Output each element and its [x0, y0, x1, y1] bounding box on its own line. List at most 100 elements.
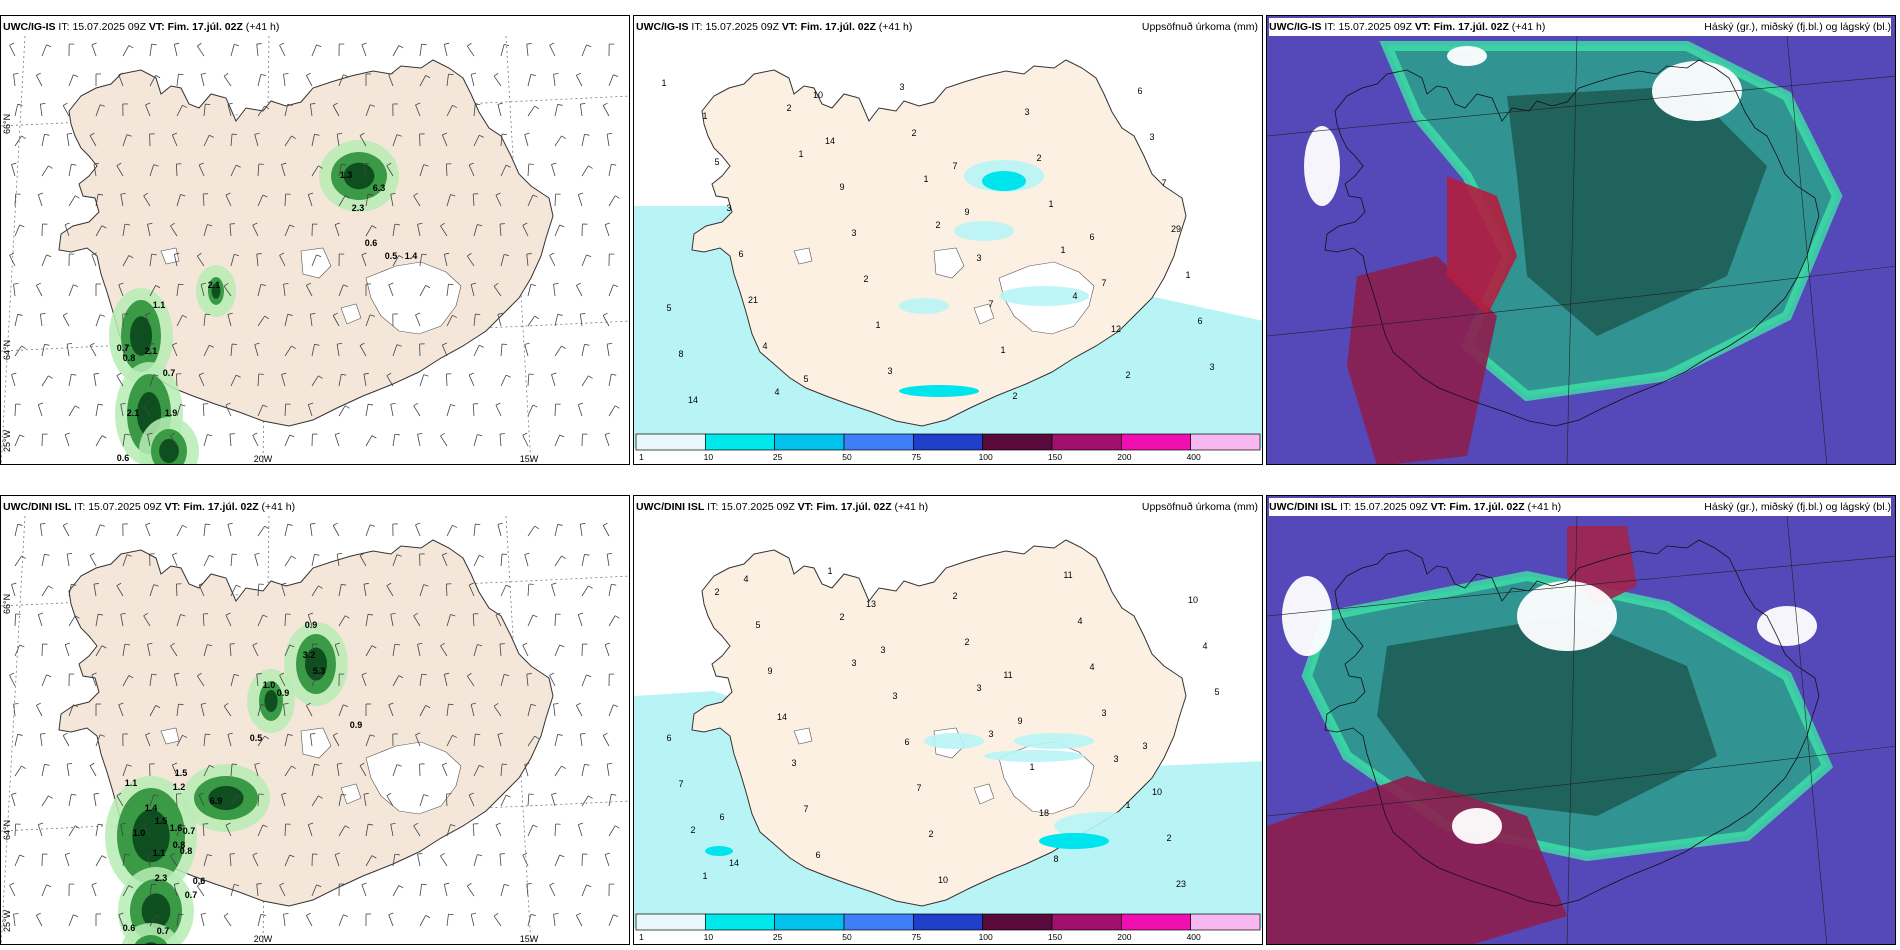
precip-value-label: 0.8 — [180, 846, 193, 856]
init-time: 15.07.2025 09Z — [1338, 21, 1412, 33]
wind-barb-feather — [394, 643, 400, 646]
wind-barb-feather — [413, 822, 419, 827]
wind-barb-feather — [201, 702, 207, 705]
row1-cloud-panel[interactable]: UWC/IG-IS IT: 15.07.2025 09Z VT: Fim. 17… — [1266, 15, 1896, 465]
icecap — [340, 303, 362, 325]
wind-barb — [390, 824, 394, 837]
wind-barb — [202, 404, 205, 417]
wind-barb — [14, 434, 21, 447]
wind-barb — [284, 765, 292, 777]
wind-barb-feather — [91, 882, 97, 886]
wind-barb-feather — [584, 553, 590, 556]
wind-barb — [392, 675, 400, 687]
wind-barb — [14, 823, 17, 837]
wind-barb — [602, 315, 610, 327]
wind-barb — [145, 524, 151, 537]
wind-barb — [365, 404, 369, 417]
precip-spot — [899, 298, 949, 314]
accum-value-label: 3 — [1142, 741, 1147, 751]
wind-barb-feather — [155, 705, 161, 709]
wind-barb-feather — [314, 133, 320, 136]
wind-barb-feather — [182, 734, 188, 738]
wind-barb — [338, 74, 344, 87]
wind-barb — [62, 105, 70, 117]
wind-barb-feather — [170, 642, 175, 647]
wind-barb-feather — [532, 194, 538, 198]
wind-barb-feather — [182, 104, 188, 108]
wind-barb — [602, 105, 610, 117]
row2-wind-precip-panel[interactable]: UWC/DINI ISL IT: 15.07.2025 09Z VT: Fim.… — [0, 495, 630, 945]
wind-barb-feather — [477, 644, 483, 647]
wind-barb-feather — [40, 733, 46, 735]
wind-barb — [527, 914, 532, 927]
wind-barb — [14, 224, 21, 237]
wind-barb-feather — [549, 882, 555, 886]
wind-barb-feather — [417, 852, 423, 855]
it-label: IT: — [74, 501, 86, 513]
wind-barb-feather — [450, 824, 456, 827]
wind-barb — [524, 344, 529, 357]
wind-barb — [472, 194, 475, 207]
wind-barb-feather — [363, 792, 369, 795]
icecap — [933, 247, 965, 279]
wind-barb — [392, 644, 396, 657]
wind-barb — [554, 734, 559, 747]
wind-barb — [143, 195, 151, 207]
wind-barb-feather — [310, 313, 316, 315]
wind-barb — [359, 135, 367, 147]
wind-barb — [13, 704, 16, 717]
accum-value-label: 1 — [923, 174, 928, 184]
wind-barb — [446, 735, 453, 747]
wind-barb-feather — [91, 252, 97, 256]
wind-barb-feather — [98, 823, 104, 826]
wind-barb — [279, 45, 286, 57]
wind-barb — [120, 194, 124, 207]
wind-barb-feather — [316, 674, 322, 678]
wind-barb — [608, 825, 616, 837]
colorbar-swatch — [1190, 433, 1261, 451]
wind-barb — [499, 644, 502, 657]
panel-header: UWC/IG-IS IT: 15.07.2025 09Z VT: Fim. 17… — [636, 18, 1258, 36]
precip-value-label: 2.3 — [155, 873, 168, 883]
wind-barb-feather — [254, 762, 260, 765]
wind-barb-feather — [344, 615, 350, 619]
model-name: UWC/DINI ISL — [3, 501, 72, 513]
wind-barb — [390, 614, 394, 627]
wind-barb — [170, 225, 178, 237]
row1-wind-precip-panel[interactable]: UWC/IG-IS IT: 15.07.2025 09Z VT: Fim. 17… — [0, 15, 630, 465]
colorbar-tick-label: 75 — [912, 452, 922, 462]
wind-barb-feather — [497, 312, 503, 315]
wind-barb — [257, 404, 264, 417]
wind-barb — [338, 794, 342, 807]
wind-barb — [279, 675, 286, 687]
wind-barb — [363, 164, 367, 177]
wind-barb-feather — [254, 132, 260, 135]
wind-barb — [606, 134, 610, 147]
init-time: 15.07.2025 09Z — [88, 501, 162, 513]
wind-barb — [198, 794, 205, 807]
wind-barb-feather — [71, 583, 77, 586]
wind-barb-feather — [425, 75, 431, 79]
wind-barb — [440, 645, 448, 657]
precip-value-label: 1.6 — [170, 823, 183, 833]
row2-accum-precip-panel[interactable]: UWC/DINI ISL IT: 15.07.2025 09Z VT: Fim.… — [633, 495, 1263, 945]
wind-barb — [41, 254, 47, 267]
wind-barb-feather — [450, 194, 456, 197]
precip-value-label: 2.1 — [208, 280, 221, 290]
wind-barb — [147, 644, 151, 657]
wind-barb-feather — [89, 762, 95, 766]
wind-barb — [440, 225, 448, 237]
accum-value-label: 10 — [813, 90, 823, 100]
wind-barb-feather — [145, 522, 151, 526]
wind-barb-feather — [361, 672, 367, 676]
row2-cloud-panel[interactable]: UWC/DINI ISL IT: 15.07.2025 09Z VT: Fim.… — [1266, 495, 1896, 945]
wind-barb — [149, 374, 155, 387]
row1-accum-precip-panel[interactable]: UWC/IG-IS IT: 15.07.2025 09Z VT: Fim. 17… — [633, 15, 1263, 465]
wind-barb — [443, 884, 448, 897]
wind-barb-feather — [46, 254, 52, 258]
wind-barb — [68, 914, 74, 927]
wind-barb — [602, 525, 610, 537]
wind-barb — [311, 884, 317, 897]
accum-value-label: 3 — [1101, 708, 1106, 718]
accum-value-label: 21 — [748, 295, 758, 305]
